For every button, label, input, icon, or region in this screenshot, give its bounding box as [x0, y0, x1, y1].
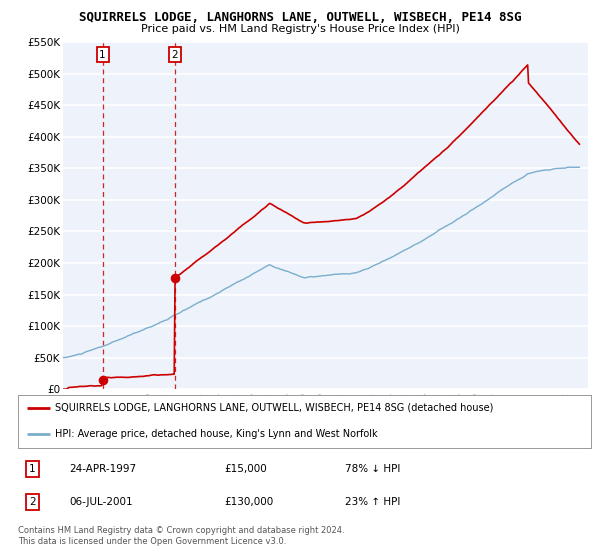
Text: £130,000: £130,000 — [224, 497, 274, 507]
Text: 06-JUL-2001: 06-JUL-2001 — [70, 497, 133, 507]
Text: Price paid vs. HM Land Registry's House Price Index (HPI): Price paid vs. HM Land Registry's House … — [140, 24, 460, 34]
Text: 23% ↑ HPI: 23% ↑ HPI — [344, 497, 400, 507]
Text: SQUIRRELS LODGE, LANGHORNS LANE, OUTWELL, WISBECH, PE14 8SG: SQUIRRELS LODGE, LANGHORNS LANE, OUTWELL… — [79, 11, 521, 24]
Point — [170, 274, 179, 283]
Text: HPI: Average price, detached house, King's Lynn and West Norfolk: HPI: Average price, detached house, King… — [55, 429, 378, 439]
Text: 78% ↓ HPI: 78% ↓ HPI — [344, 464, 400, 474]
Text: 1: 1 — [99, 50, 106, 59]
Text: £15,000: £15,000 — [224, 464, 267, 474]
Text: SQUIRRELS LODGE, LANGHORNS LANE, OUTWELL, WISBECH, PE14 8SG (detached house): SQUIRRELS LODGE, LANGHORNS LANE, OUTWELL… — [55, 403, 494, 413]
Text: 24-APR-1997: 24-APR-1997 — [70, 464, 137, 474]
Text: Contains HM Land Registry data © Crown copyright and database right 2024.
This d: Contains HM Land Registry data © Crown c… — [18, 526, 344, 546]
Text: 2: 2 — [29, 497, 35, 507]
Point — [98, 375, 107, 384]
Text: 2: 2 — [172, 50, 178, 59]
Text: 1: 1 — [29, 464, 35, 474]
